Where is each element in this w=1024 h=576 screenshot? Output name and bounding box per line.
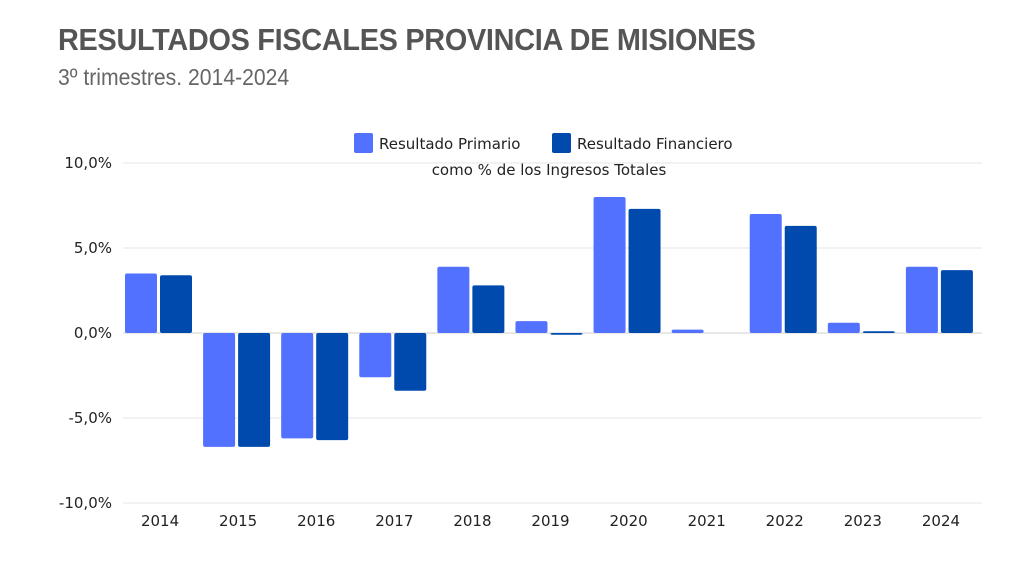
x-tick-label: 2021 [688, 512, 726, 530]
bar-primario-2020 [593, 197, 626, 333]
chart-annotation: como % de los Ingresos Totales [432, 161, 667, 179]
bar-primario-2024 [905, 266, 938, 333]
x-axis-ticks: 2014 2015 2016 2017 2018 2019 2020 2021 2022 2023… [141, 512, 960, 530]
x-tick-label: 2023 [844, 512, 882, 530]
x-tick-label: 2016 [297, 512, 335, 530]
bar-financiero-2024 [940, 270, 973, 333]
y-tick-label: -10,0% [59, 494, 112, 512]
x-tick-label: 2015 [219, 512, 257, 530]
y-tick-label: 10,0% [64, 154, 112, 172]
chart-subtitle: 3º trimestres. 2014-2024 [58, 64, 290, 90]
y-tick-label: -5,0% [68, 409, 112, 427]
bar-primario-2022 [749, 214, 782, 333]
x-tick-label: 2024 [922, 512, 960, 530]
bar-financiero-2017 [394, 333, 427, 391]
chart-title: RESULTADOS FISCALES PROVINCIA DE MISIONE… [58, 22, 756, 57]
bar-primario-2018 [437, 266, 470, 333]
bar-primario-2015 [203, 333, 236, 447]
x-tick-label: 2017 [375, 512, 413, 530]
y-tick-label: 0,0% [74, 324, 112, 342]
x-tick-label: 2020 [609, 512, 647, 530]
bar-financiero-2022 [784, 225, 817, 333]
bar-financiero-2020 [628, 208, 661, 333]
bar-primario-2019 [515, 321, 548, 333]
y-axis-ticks: 10,0% 5,0% 0,0% -5,0% -10,0% [59, 154, 112, 512]
x-tick-label: 2022 [766, 512, 804, 530]
bar-financiero-2018 [472, 285, 505, 333]
legend: Resultado Primario Resultado Financiero [354, 133, 733, 153]
x-tick-label: 2019 [531, 512, 569, 530]
bars [125, 197, 973, 447]
x-tick-label: 2014 [141, 512, 179, 530]
bar-financiero-2015 [238, 333, 271, 447]
bar-primario-2014 [125, 273, 157, 333]
bar-primario-2017 [359, 333, 392, 378]
legend-label-financiero: Resultado Financiero [577, 135, 733, 153]
legend-label-primario: Resultado Primario [379, 135, 520, 153]
legend-swatch-financiero [552, 133, 571, 153]
bar-primario-2023 [827, 322, 860, 333]
bar-financiero-2019 [550, 333, 583, 335]
bar-primario-2021 [671, 329, 704, 333]
bar-financiero-2023 [862, 331, 895, 333]
y-tick-label: 5,0% [74, 239, 112, 257]
legend-swatch-primario [354, 133, 373, 153]
bar-financiero-2016 [316, 333, 349, 441]
x-tick-label: 2018 [453, 512, 491, 530]
bar-primario-2016 [281, 333, 314, 439]
bar-financiero-2014 [160, 275, 192, 333]
